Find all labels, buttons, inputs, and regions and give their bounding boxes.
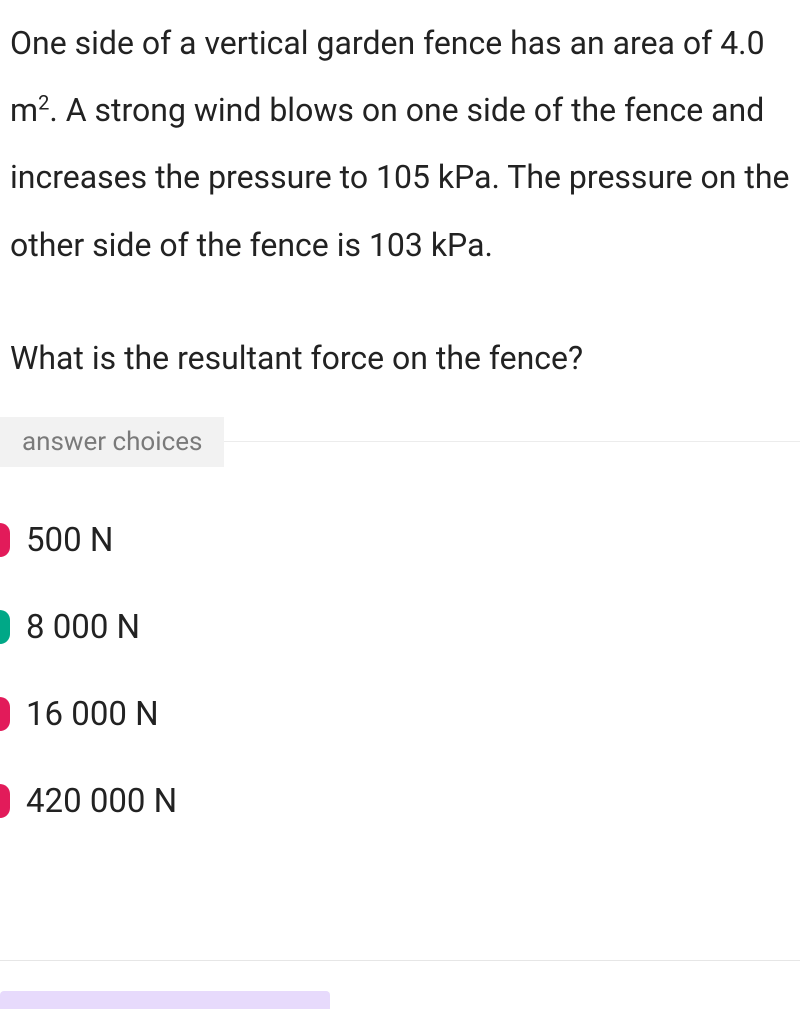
choice-label: 500 N	[26, 521, 113, 560]
choice-marker	[0, 610, 10, 644]
choice-label: 420 000 N	[26, 782, 177, 821]
choice-label: 16 000 N	[26, 695, 159, 734]
choice-label: 8 000 N	[26, 608, 140, 647]
choice-marker	[0, 697, 10, 731]
choice-option[interactable]: 500 N	[0, 497, 800, 584]
choice-option[interactable]: 16 000 N	[0, 671, 800, 758]
answer-choices-divider: answer choices	[0, 417, 800, 467]
bottom-divider	[0, 960, 800, 961]
bottom-accent-bar	[0, 991, 330, 1009]
answer-choices-label: answer choices	[0, 417, 224, 467]
question-prompt: What is the resultant force on the fence…	[0, 279, 800, 377]
choice-marker	[0, 523, 10, 557]
choices-list: 500 N 8 000 N 16 000 N 420 000 N	[0, 467, 800, 845]
divider-line	[224, 441, 800, 442]
choice-option[interactable]: 420 000 N	[0, 758, 800, 845]
choice-option[interactable]: 8 000 N	[0, 584, 800, 671]
choice-marker	[0, 784, 10, 818]
question-body: One side of a vertical garden fence has …	[0, 0, 800, 279]
